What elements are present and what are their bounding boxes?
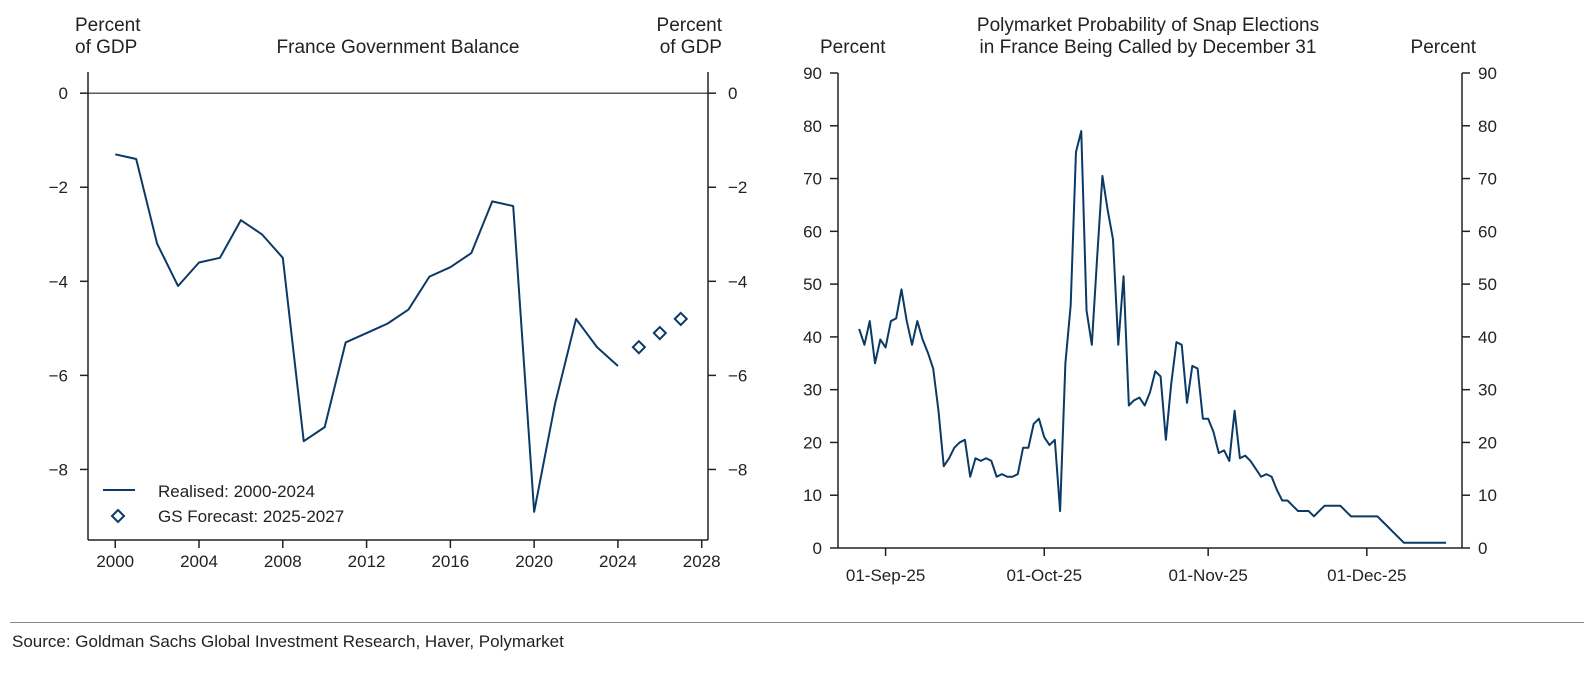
y-tick-label-left: −6 bbox=[49, 366, 68, 385]
left-ylabel-right-2: of GDP bbox=[660, 37, 722, 58]
y-tick-label-left: −8 bbox=[49, 460, 68, 479]
y-tick-label-left: −2 bbox=[49, 178, 68, 197]
x-tick-label: 2028 bbox=[683, 552, 721, 571]
right-ylabel-right: Percent bbox=[1411, 37, 1477, 58]
y-tick-label-left: 80 bbox=[803, 117, 822, 136]
legend-forecast-label: GS Forecast: 2025-2027 bbox=[158, 507, 344, 526]
y-tick-label-left: 30 bbox=[803, 381, 822, 400]
forecast-marker bbox=[631, 339, 647, 355]
x-tick-label: 01-Sep-25 bbox=[846, 566, 925, 585]
y-tick-label-left: 40 bbox=[803, 328, 822, 347]
y-tick-label-left: −4 bbox=[49, 272, 68, 291]
y-tick-label-right: 90 bbox=[1478, 64, 1497, 83]
left-ylabel-left-2: of GDP bbox=[75, 37, 137, 58]
x-tick-label: 2012 bbox=[348, 552, 386, 571]
y-tick-label-right: 80 bbox=[1478, 117, 1497, 136]
y-tick-label-right: −2 bbox=[728, 178, 747, 197]
x-tick-label: 2004 bbox=[180, 552, 218, 571]
y-tick-label-left: 60 bbox=[803, 222, 822, 241]
y-tick-label-right: 50 bbox=[1478, 275, 1497, 294]
x-tick-label: 2000 bbox=[96, 552, 134, 571]
y-tick-label-left: 0 bbox=[59, 84, 68, 103]
x-tick-label: 2020 bbox=[515, 552, 553, 571]
legend-forecast-diamond bbox=[110, 508, 126, 524]
probability-line bbox=[858, 130, 1447, 544]
y-tick-label-right: 0 bbox=[728, 84, 737, 103]
y-tick-label-right: 0 bbox=[1478, 539, 1487, 558]
right-chart-title-1: Polymarket Probability of Snap Elections bbox=[977, 15, 1319, 36]
realised-line bbox=[115, 153, 619, 513]
y-tick-label-right: 10 bbox=[1478, 486, 1497, 505]
left-ylabel-right-1: Percent bbox=[657, 15, 723, 36]
y-tick-label-left: 50 bbox=[803, 275, 822, 294]
y-tick-label-left: 10 bbox=[803, 486, 822, 505]
right-chart-title-2: in France Being Called by December 31 bbox=[980, 37, 1317, 58]
x-tick-label: 2008 bbox=[264, 552, 302, 571]
forecast-marker bbox=[652, 325, 668, 341]
y-tick-label-left: 20 bbox=[803, 433, 822, 452]
y-tick-label-right: 20 bbox=[1478, 433, 1497, 452]
forecast-marker bbox=[673, 311, 689, 327]
x-tick-label: 2024 bbox=[599, 552, 637, 571]
source-divider bbox=[10, 622, 1584, 623]
y-tick-label-left: 0 bbox=[813, 539, 822, 558]
source-note: Source: Goldman Sachs Global Investment … bbox=[12, 632, 564, 651]
y-tick-label-right: 40 bbox=[1478, 328, 1497, 347]
legend-realised-label: Realised: 2000-2024 bbox=[158, 482, 315, 501]
y-tick-label-right: −4 bbox=[728, 272, 747, 291]
y-tick-label-left: 90 bbox=[803, 64, 822, 83]
y-tick-label-right: 30 bbox=[1478, 381, 1497, 400]
y-tick-label-left: 70 bbox=[803, 170, 822, 189]
y-tick-label-right: −8 bbox=[728, 460, 747, 479]
left-ylabel-left-1: Percent bbox=[75, 15, 141, 36]
y-tick-label-right: −6 bbox=[728, 366, 747, 385]
left-chart-title: France Government Balance bbox=[277, 37, 520, 58]
x-tick-label: 01-Dec-25 bbox=[1327, 566, 1406, 585]
y-tick-label-right: 70 bbox=[1478, 170, 1497, 189]
y-tick-label-right: 60 bbox=[1478, 222, 1497, 241]
right-ylabel-left: Percent bbox=[820, 37, 886, 58]
x-tick-label: 01-Oct-25 bbox=[1006, 566, 1082, 585]
x-tick-label: 2016 bbox=[431, 552, 469, 571]
x-tick-label: 01-Nov-25 bbox=[1168, 566, 1247, 585]
